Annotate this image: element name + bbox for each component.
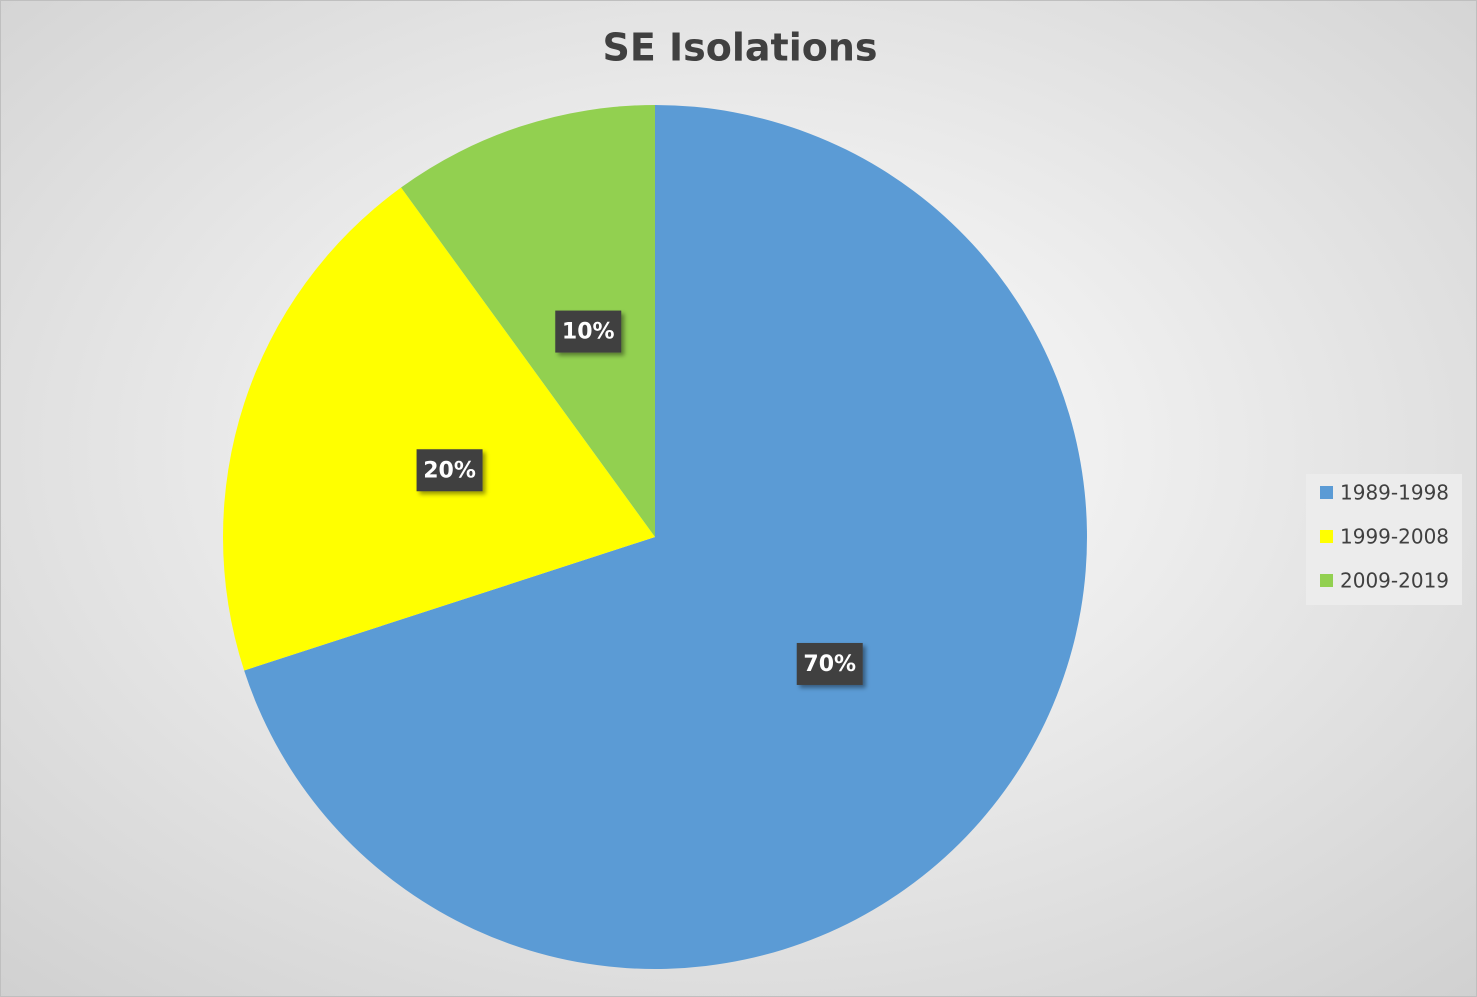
legend-swatch <box>1320 530 1333 543</box>
legend-label: 2009-2019 <box>1340 569 1449 593</box>
data-label: 10% <box>562 320 615 345</box>
legend-label: 1999-2008 <box>1340 525 1449 549</box>
legend-swatch <box>1320 486 1333 499</box>
data-label: 70% <box>803 652 856 677</box>
pie-slice <box>222 187 655 671</box>
chart-title: SE Isolations <box>602 26 877 70</box>
data-label-box <box>416 449 483 492</box>
data-label-box <box>796 642 863 685</box>
data-label-box <box>555 310 622 353</box>
pie-slice <box>401 105 655 537</box>
legend-swatch <box>1320 574 1333 587</box>
legend-label: 1989-1998 <box>1340 481 1449 505</box>
data-label: 20% <box>423 458 476 483</box>
pie-slice <box>244 105 1088 969</box>
